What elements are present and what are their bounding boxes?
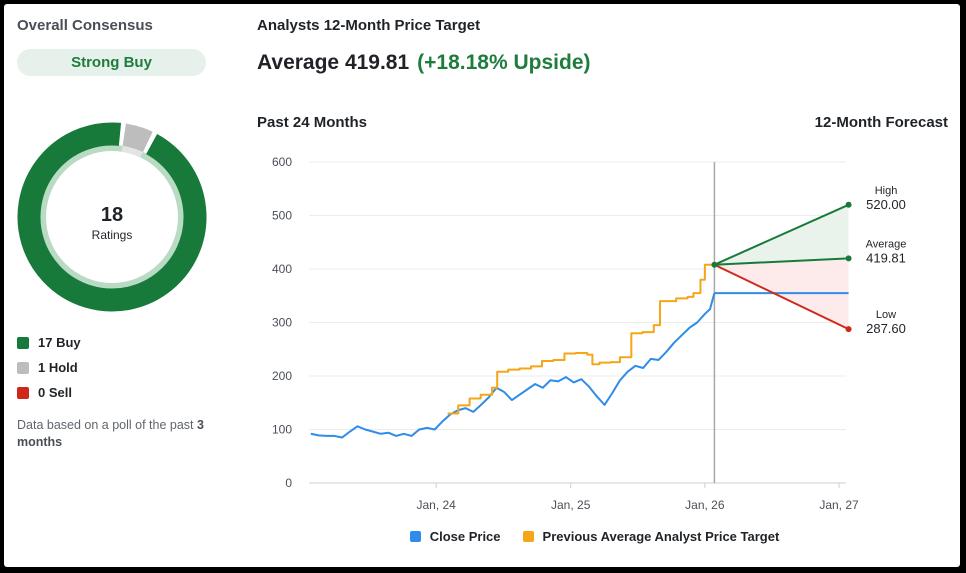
- legend-hold-label: 1 Hold: [38, 360, 78, 375]
- y-tick-label: 400: [272, 262, 292, 276]
- forecast-average-label: Average: [866, 238, 907, 250]
- price-target-line[interactable]: [447, 263, 715, 415]
- price-target-panel: Analysts 12-Month Price Target Average 4…: [229, 4, 960, 567]
- y-tick-label: 200: [272, 369, 292, 383]
- legend-hold: 1 Hold: [17, 360, 78, 375]
- past-period-label: Past 24 Months: [257, 114, 368, 131]
- chart-legend: Close Price Previous Average Analyst Pri…: [229, 529, 960, 544]
- average-target-row: Average 419.81 (+18.18% Upside): [257, 51, 591, 75]
- y-tick-label: 300: [272, 316, 292, 330]
- x-tick-label: Jan, 26: [685, 498, 725, 512]
- forecast-low-value: 287.60: [866, 321, 906, 336]
- x-tick-label: Jan, 24: [416, 498, 456, 512]
- forecast-low-line: [713, 263, 850, 331]
- forecast-average-line: [714, 257, 849, 266]
- consensus-rating-badge: Strong Buy: [17, 49, 206, 76]
- forecast-high-line: [714, 203, 849, 266]
- buy-swatch: [17, 336, 29, 349]
- ratings-donut: 18 Ratings: [17, 122, 207, 312]
- donut-segment-hold[interactable]: [122, 123, 153, 153]
- forecast-average-value: 419.81: [866, 250, 906, 265]
- legend-close-price-label: Close Price: [429, 529, 501, 544]
- hold-swatch: [17, 361, 29, 374]
- analyst-card: Overall Consensus Strong Buy 18 Ratings …: [4, 4, 960, 567]
- forecast-high-point[interactable]: [845, 201, 852, 208]
- x-tick-label: Jan, 25: [551, 498, 591, 512]
- y-tick-label: 600: [272, 155, 292, 169]
- ratings-total-label: Ratings: [92, 228, 133, 242]
- close-price-line[interactable]: [310, 292, 716, 439]
- donut-inner-ring: [40, 145, 184, 289]
- y-tick-label: 100: [272, 423, 292, 437]
- forecast-high-label: High: [875, 185, 898, 197]
- consensus-title: Overall Consensus: [17, 17, 153, 34]
- legend-buy: 17 Buy: [17, 335, 81, 350]
- legend-sell: 0 Sell: [17, 385, 72, 400]
- forecast-period-label: 12-Month Forecast: [814, 114, 948, 131]
- legend-price-target[interactable]: Previous Average Analyst Price Target: [522, 529, 780, 544]
- legend-price-target-label: Previous Average Analyst Price Target: [542, 529, 780, 544]
- close-price-swatch: [409, 531, 421, 542]
- donut-segment-buy[interactable]: [17, 122, 207, 312]
- poll-note: Data based on a poll of the past 3 month…: [17, 417, 217, 451]
- poll-note-text: Data based on a poll of the past: [17, 418, 197, 432]
- poll-note-period: 3 months: [17, 418, 204, 449]
- forecast-low-point[interactable]: [845, 326, 852, 333]
- ratings-total: 18: [101, 204, 123, 226]
- forecast-average-point[interactable]: [845, 255, 852, 262]
- x-tick-label: Jan, 27: [819, 498, 859, 512]
- price-target-title: Analysts 12-Month Price Target: [257, 17, 481, 34]
- average-target: Average 419.81: [257, 51, 410, 74]
- legend-close-price[interactable]: Close Price: [409, 529, 501, 544]
- forecast-high-value: 520.00: [866, 197, 906, 212]
- sell-swatch: [17, 386, 29, 399]
- y-tick-label: 500: [272, 209, 292, 223]
- forecast-low-label: Low: [876, 309, 896, 321]
- price-target-swatch: [522, 531, 534, 542]
- price-chart: 0 100 200 300 400 500 600 Jan, 24 Jan, 25 Jan, 26…: [272, 155, 907, 512]
- upside-percent: (+18.18% Upside): [417, 51, 591, 74]
- legend-buy-label: 17 Buy: [38, 335, 81, 350]
- consensus-panel: Overall Consensus Strong Buy 18 Ratings …: [4, 4, 229, 567]
- legend-sell-label: 0 Sell: [38, 385, 72, 400]
- donut-inner-hold: [121, 145, 143, 158]
- forecast-start-point: [711, 261, 718, 268]
- y-tick-label: 0: [285, 476, 292, 490]
